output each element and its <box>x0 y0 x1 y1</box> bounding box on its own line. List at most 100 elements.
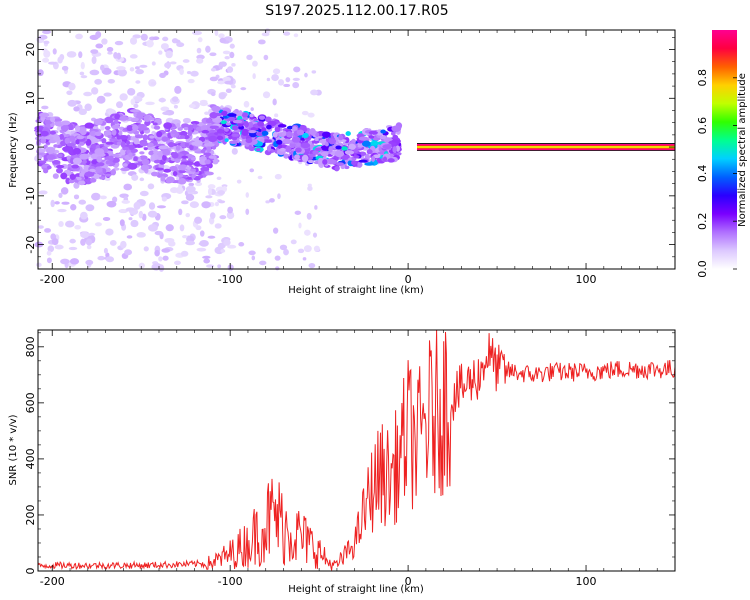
heatmap-cell <box>80 75 88 79</box>
heatmap-cell <box>220 120 227 125</box>
heatmap-cell <box>159 72 166 79</box>
heatmap-cell <box>196 247 207 252</box>
spectrogram-frame <box>37 29 676 270</box>
heatmap-cell <box>192 30 202 36</box>
heatmap-cell <box>313 245 320 252</box>
heatmap-cell <box>58 220 64 227</box>
heatmap-cell <box>89 130 97 137</box>
heatmap-cell <box>141 158 150 166</box>
heatmap-cell <box>232 136 237 141</box>
heatmap-cell <box>142 134 148 141</box>
heatmap-cell <box>272 68 281 75</box>
heatmap-cell <box>111 124 120 130</box>
heatmap-cell <box>218 33 225 39</box>
heatmap-cell <box>217 190 226 195</box>
heatmap-cell <box>126 235 133 239</box>
heatmap-cell <box>66 51 77 58</box>
heatmap-cell <box>274 113 279 118</box>
heatmap-cell <box>319 138 327 144</box>
heatmap-cell <box>103 92 112 97</box>
heatmap-cell <box>36 148 47 153</box>
heatmap-cell <box>204 111 210 115</box>
heatmap-cell <box>209 76 219 82</box>
spectrogram-xtick-label: -100 <box>218 273 243 286</box>
heatmap-cell <box>138 262 145 269</box>
heatmap-cell <box>209 52 217 57</box>
heatmap-cell <box>181 155 189 159</box>
heatmap-cell <box>89 168 96 173</box>
heatmap-cell <box>56 164 65 169</box>
heatmap-cell <box>73 106 80 112</box>
snr-frame <box>37 329 676 572</box>
heatmap-cell <box>93 118 103 126</box>
heatmap-cell <box>204 159 211 165</box>
heatmap-cell <box>248 129 257 134</box>
heatmap-cell <box>199 230 205 237</box>
heatmap-cell <box>121 199 131 204</box>
heatmap-cell <box>230 84 236 89</box>
heatmap-cell <box>206 146 212 153</box>
heatmap-cell <box>205 142 215 147</box>
heatmap-cell <box>283 31 291 36</box>
heatmap-cell <box>104 173 112 177</box>
heatmap-cell <box>129 37 138 45</box>
heatmap-cell <box>48 139 57 144</box>
heatmap-cell <box>89 177 96 183</box>
heatmap-cell <box>138 210 144 219</box>
heatmap-cell <box>245 192 249 198</box>
heatmap-cell <box>44 228 52 233</box>
heatmap-cell <box>248 250 256 256</box>
heatmap-cell <box>274 173 282 180</box>
heatmap-cell <box>297 248 305 254</box>
heatmap-cell <box>294 154 300 160</box>
heatmap-cell <box>392 146 397 154</box>
heatmap-cell <box>84 103 92 111</box>
heatmap-cell <box>307 185 313 192</box>
heatmap-cell <box>38 34 48 40</box>
heatmap-cell <box>198 175 204 179</box>
heatmap-cell <box>344 165 350 170</box>
heatmap-cell <box>216 176 222 181</box>
heatmap-cell <box>382 144 392 150</box>
heatmap-cell <box>111 129 117 136</box>
heatmap-cell <box>118 134 129 140</box>
heatmap-cell <box>148 202 156 210</box>
heatmap-cell <box>240 87 247 91</box>
heatmap-cell <box>171 129 177 135</box>
spectrogram-cells <box>33 28 675 272</box>
heatmap-cell <box>160 176 166 182</box>
colorbar-tick-label: 0.8 <box>696 69 709 87</box>
heatmap-cell <box>218 92 226 100</box>
heatmap-cell <box>322 159 328 165</box>
heatmap-cell <box>140 123 145 131</box>
heatmap-cell <box>300 142 311 149</box>
heatmap-cell <box>196 57 204 64</box>
heatmap-cell <box>371 155 376 162</box>
heatmap-cell <box>179 68 184 75</box>
heatmap-cell <box>296 142 301 147</box>
heatmap-cell <box>210 92 216 97</box>
heatmap-cell <box>224 55 230 60</box>
snr-ylabel: SNR (10 * v/v) <box>8 414 19 485</box>
heatmap-cell <box>224 80 234 85</box>
heatmap-cell <box>53 118 63 122</box>
heatmap-cell <box>306 212 312 220</box>
heatmap-cell <box>60 124 69 132</box>
heatmap-cell <box>207 187 212 196</box>
heatmap-cell <box>205 195 213 199</box>
heatmap-cell <box>182 235 188 239</box>
heatmap-cell <box>154 230 163 236</box>
heatmap-cell <box>74 225 82 230</box>
snr-panel: -200 -100 0 100 0 200 400 600 800 Height of stra… <box>8 329 676 595</box>
heatmap-cell <box>101 137 107 144</box>
heatmap-cell <box>162 148 171 156</box>
heatmap-cell <box>348 143 356 150</box>
heatmap-cell <box>227 244 237 249</box>
snr-ytick-label: 0 <box>24 568 37 575</box>
heatmap-cell <box>193 177 201 181</box>
heatmap-cell <box>72 157 83 165</box>
heatmap-cell <box>358 136 369 141</box>
heatmap-cell <box>69 173 77 180</box>
heatmap-cell <box>199 239 209 247</box>
